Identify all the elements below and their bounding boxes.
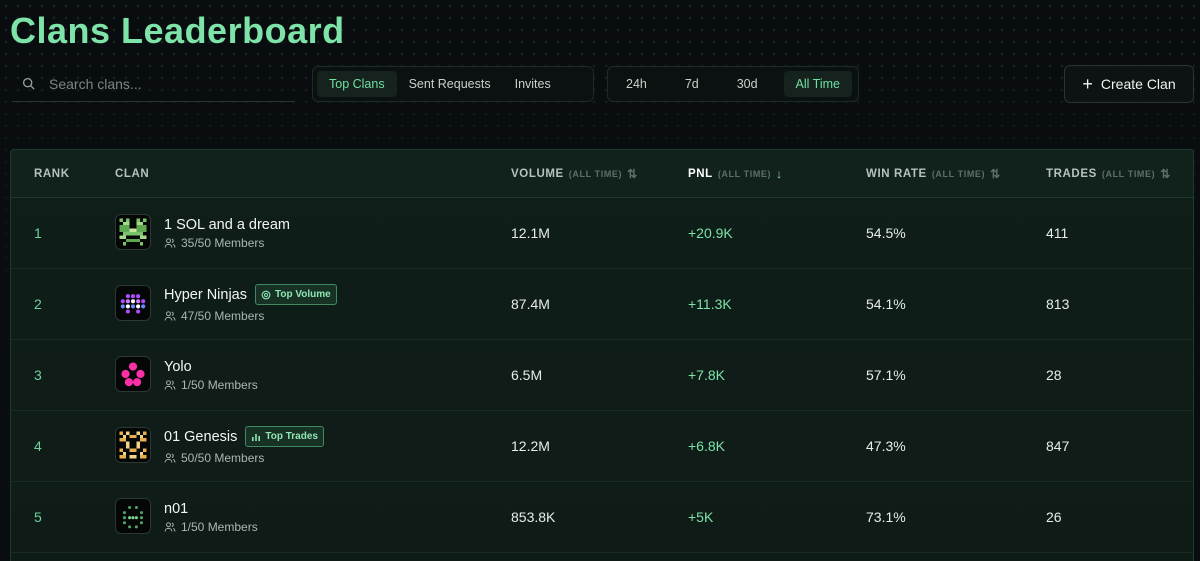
- rank-cell: 4: [34, 438, 42, 454]
- members-count: 35/50 Members: [164, 236, 264, 250]
- header-pnl[interactable]: PNL (ALL TIME) ↓: [688, 166, 783, 181]
- volume-cell: 6.5M: [511, 367, 543, 383]
- members-count: 50/50 Members: [164, 451, 264, 465]
- users-icon: [164, 311, 176, 321]
- win-rate-cell: 57.1%: [866, 367, 906, 383]
- volume-cell: 87.4M: [511, 296, 550, 312]
- volume-cell: 853.8K: [511, 509, 556, 525]
- coin-icon: [261, 290, 271, 299]
- clan-tabs: Top Clans Sent Requests Invites: [312, 66, 594, 102]
- table-row[interactable]: 4 01 Genesis Top Trades 50/50 Members 1: [11, 411, 1193, 482]
- plus-icon: +: [1082, 74, 1093, 94]
- clan-name[interactable]: 01 Genesis Top Trades: [164, 426, 324, 447]
- volume-cell: 12.2M: [511, 438, 550, 454]
- rank-cell: 1: [34, 225, 42, 241]
- users-icon: [164, 380, 176, 390]
- top-volume-badge: Top Volume: [255, 284, 337, 305]
- header-rank[interactable]: RANK: [34, 167, 70, 180]
- page-title: Clans Leaderboard: [10, 10, 345, 51]
- timeframe-24h[interactable]: 24h: [626, 77, 647, 91]
- trades-cell: 28: [1046, 367, 1062, 383]
- trades-cell: 813: [1046, 296, 1070, 312]
- green-dots-face-avatar: [115, 498, 151, 534]
- users-icon: [164, 238, 176, 248]
- rank-cell: 3: [34, 367, 42, 383]
- sort-icon: ⇅: [990, 166, 1001, 181]
- trades-cell: 847: [1046, 438, 1070, 454]
- trades-cell: 26: [1046, 509, 1062, 525]
- win-rate-cell: 73.1%: [866, 509, 906, 525]
- header-clan[interactable]: CLAN: [115, 167, 150, 180]
- pnl-cell: +5K: [688, 509, 714, 525]
- table-row[interactable]: 3 Yolo 1/50 Members 6.5M +7.8K 57.1% 28: [11, 340, 1193, 411]
- rank-cell: 5: [34, 509, 42, 525]
- search-icon: [22, 77, 35, 90]
- clan-name[interactable]: 1 SOL and a dream: [164, 217, 291, 233]
- members-count: 1/50 Members: [164, 520, 258, 534]
- header-win-rate[interactable]: WIN RATE (ALL TIME) ⇅: [866, 166, 1001, 181]
- users-icon: [164, 453, 176, 463]
- timeframe-7d[interactable]: 7d: [684, 77, 699, 91]
- table-row[interactable]: 2 Hyper Ninjas Top Volume 47/50 Members …: [11, 269, 1193, 340]
- header-volume[interactable]: VOLUME (ALL TIME) ⇅: [511, 166, 638, 181]
- green-pixel-face-avatar: [115, 214, 151, 250]
- pnl-cell: +20.9K: [688, 225, 733, 241]
- table-header: RANK CLAN VOLUME (ALL TIME) ⇅ PNL (ALL T…: [11, 150, 1193, 198]
- sort-icon: ⇅: [1160, 166, 1171, 181]
- sort-icon: ⇅: [627, 166, 638, 181]
- pnl-cell: +6.8K: [688, 438, 725, 454]
- create-clan-button[interactable]: + Create Clan: [1064, 65, 1194, 103]
- clan-name[interactable]: Hyper Ninjas Top Volume: [164, 284, 337, 305]
- arrow-down-icon: ↓: [776, 166, 783, 181]
- volume-cell: 12.1M: [511, 225, 550, 241]
- win-rate-cell: 54.5%: [866, 225, 906, 241]
- table-row[interactable]: 5 n01 1/50 Members 853.8K +5K 73.1% 26: [11, 482, 1193, 553]
- pink-dots-avatar: [115, 356, 151, 392]
- header-trades[interactable]: TRADES (ALL TIME) ⇅: [1046, 166, 1171, 181]
- members-count: 1/50 Members: [164, 378, 258, 392]
- create-clan-label: Create Clan: [1100, 76, 1176, 92]
- purple-pixel-avatar: [115, 285, 151, 321]
- tab-sent-requests[interactable]: Sent Requests: [408, 77, 491, 91]
- timeframe-30d[interactable]: 30d: [736, 77, 758, 91]
- trades-cell: 411: [1046, 225, 1069, 241]
- rank-cell: 2: [34, 296, 42, 312]
- users-icon: [164, 522, 176, 532]
- pnl-cell: +11.3K: [688, 296, 732, 312]
- win-rate-cell: 54.1%: [866, 296, 906, 312]
- timeframe-selector: 24h 7d 30d All Time: [607, 66, 859, 102]
- search-input[interactable]: [49, 75, 279, 92]
- tab-top-clans[interactable]: Top Clans: [317, 71, 397, 97]
- leaderboard-table: RANK CLAN VOLUME (ALL TIME) ⇅ PNL (ALL T…: [10, 149, 1194, 561]
- gold-pixel-avatar: [115, 427, 151, 463]
- clan-name[interactable]: Yolo: [164, 359, 192, 375]
- members-count: 47/50 Members: [164, 309, 264, 323]
- bar-chart-icon: [252, 433, 261, 441]
- win-rate-cell: 47.3%: [866, 438, 906, 454]
- top-trades-badge: Top Trades: [245, 426, 324, 447]
- timeframe-all-time[interactable]: All Time: [783, 71, 852, 97]
- tab-invites[interactable]: Invites: [514, 77, 551, 91]
- clan-name[interactable]: n01: [164, 501, 189, 517]
- table-row[interactable]: 1 1 SOL and a dream 35/50 Members 12.1M …: [11, 198, 1193, 269]
- search-bar[interactable]: [12, 66, 294, 102]
- pnl-cell: +7.8K: [688, 367, 725, 383]
